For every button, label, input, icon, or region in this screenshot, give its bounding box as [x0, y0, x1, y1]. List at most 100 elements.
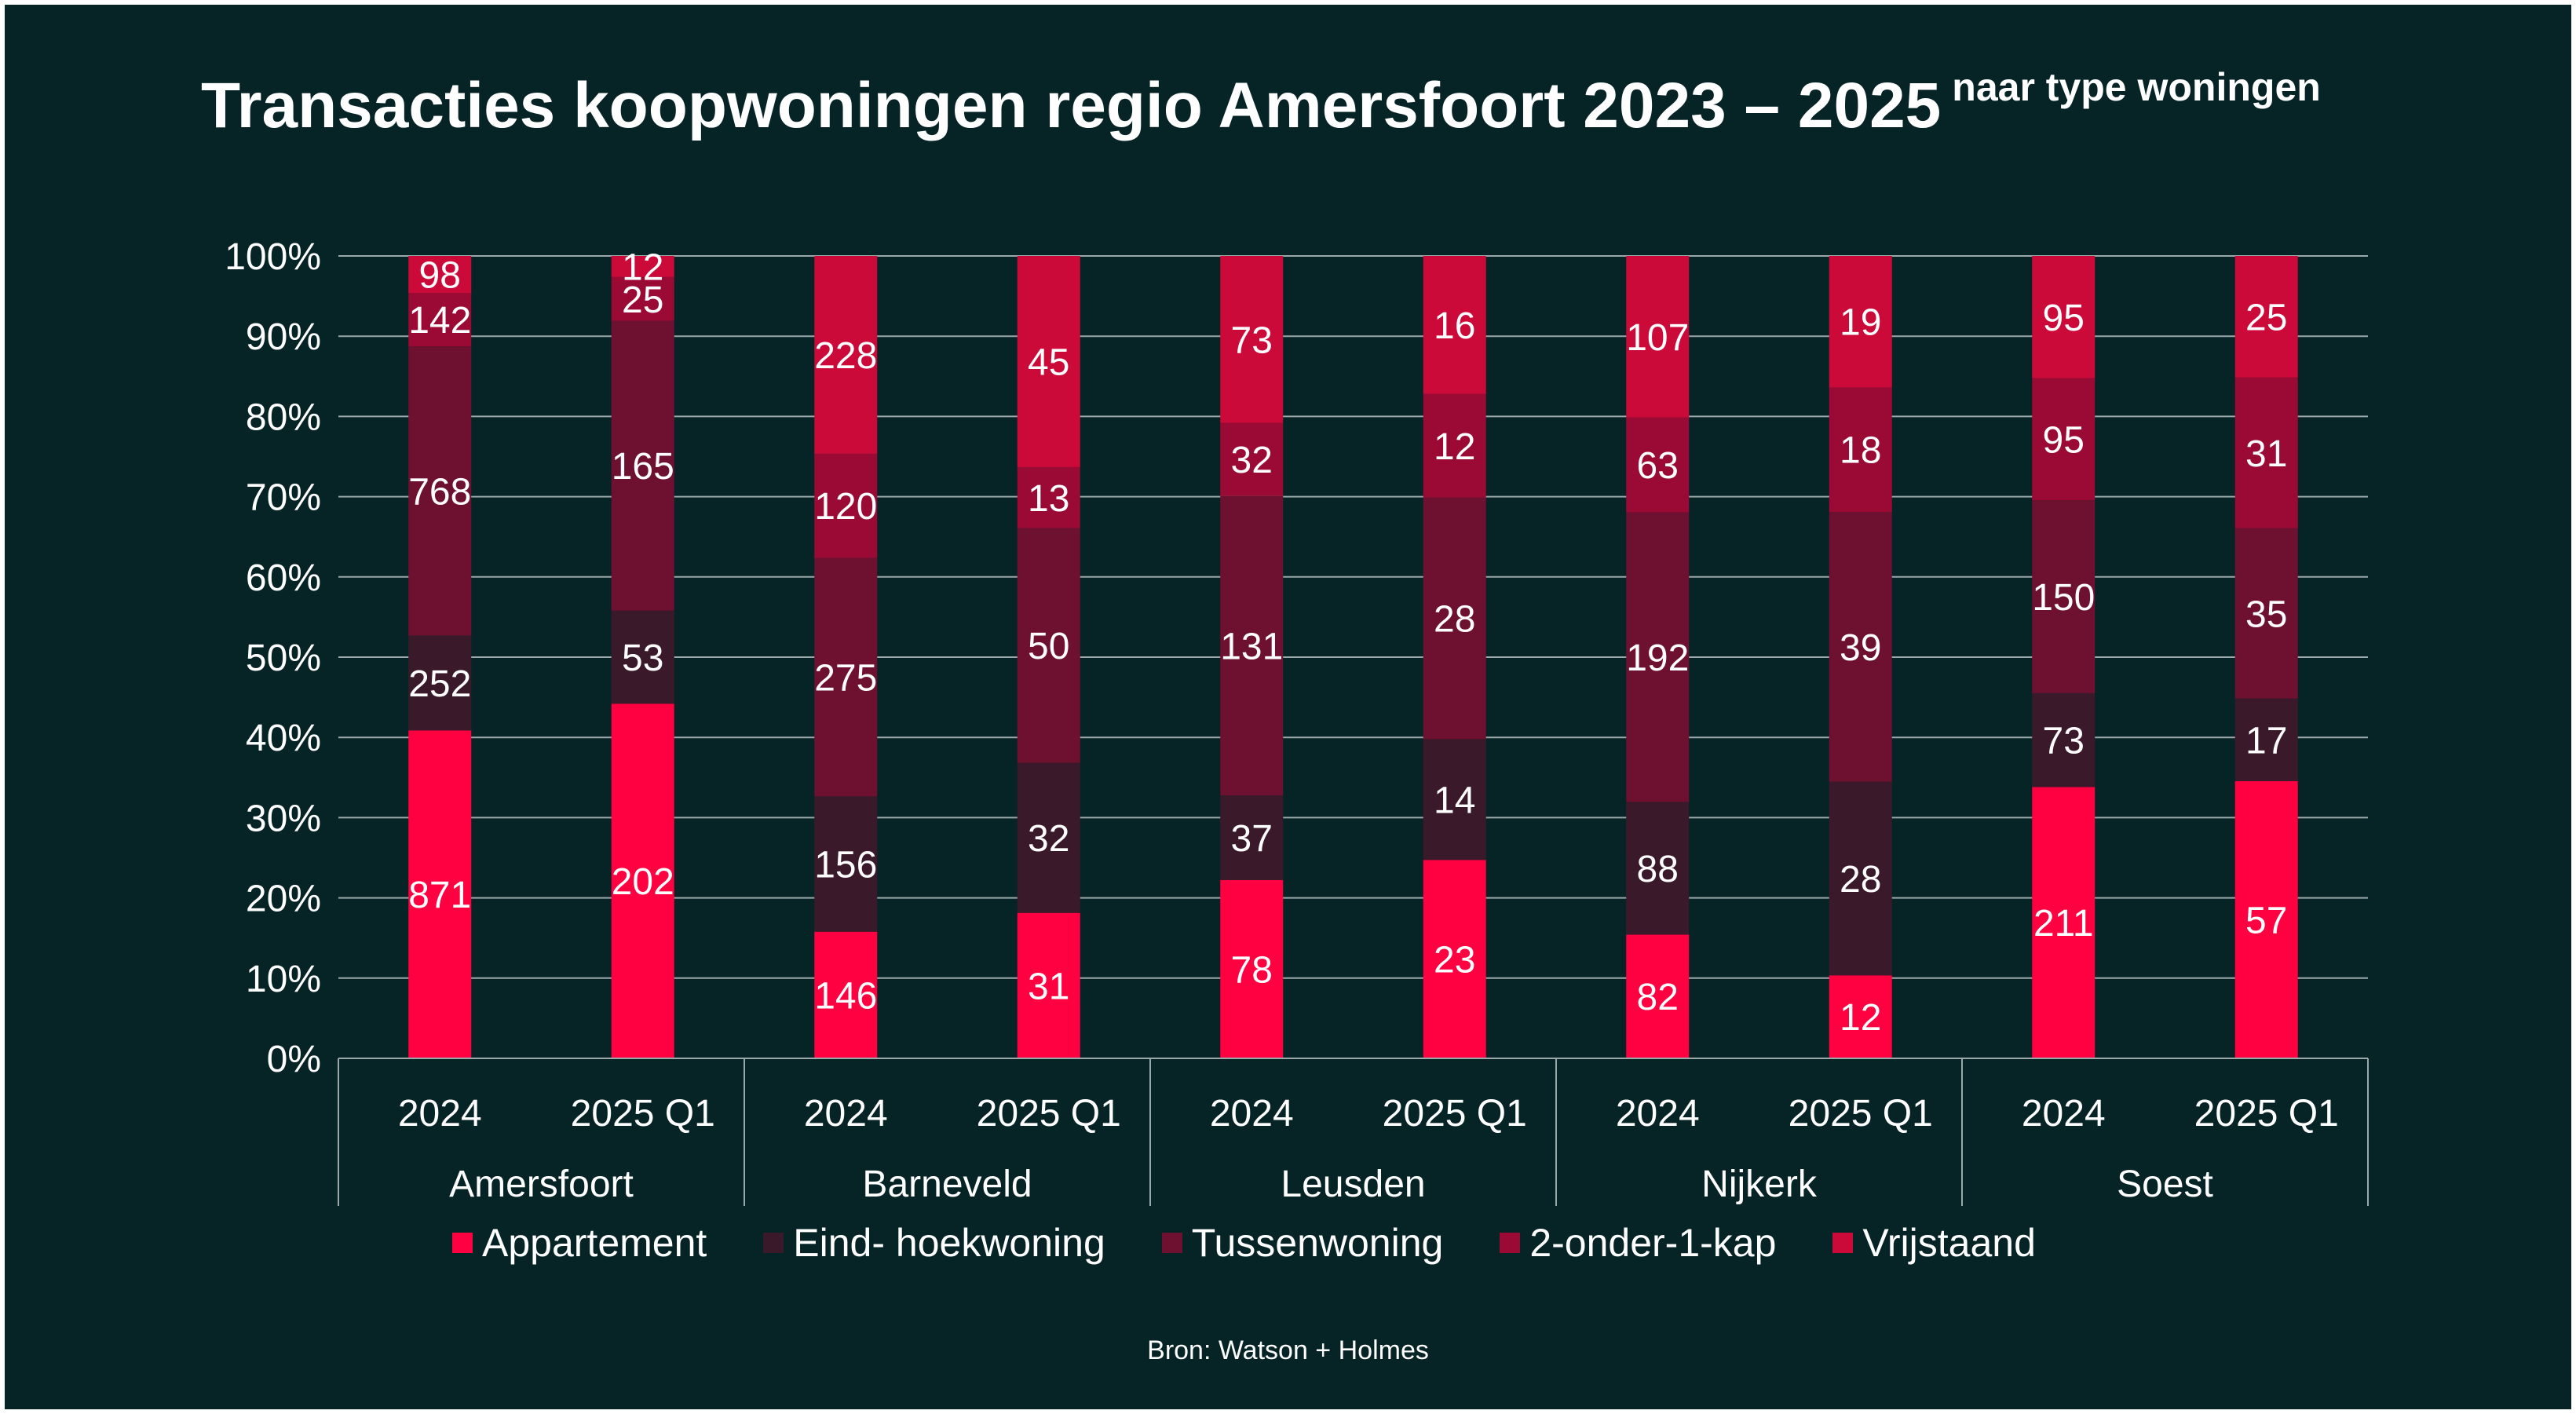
legend-item: Vrijstaand [1832, 1220, 2036, 1266]
data-label: 202 [612, 861, 674, 903]
bar-segment [1220, 422, 1284, 496]
chart-title: Transacties koopwoningen regio Amersfoor… [201, 70, 1942, 141]
bar-segment [408, 346, 472, 636]
legend-item: Eind- hoekwoning [763, 1220, 1105, 1266]
legend-item: Appartement [452, 1220, 707, 1266]
group-label: Leusden [1281, 1164, 1425, 1205]
data-label: 95 [2043, 298, 2085, 339]
x-tick-label: 2024 [2022, 1093, 2106, 1134]
bar-segment [814, 453, 878, 558]
data-label: 28 [1840, 859, 1881, 901]
data-label: 73 [1231, 320, 1273, 361]
data-label: 871 [408, 875, 471, 916]
data-label: 17 [2245, 720, 2287, 762]
x-tick-label: 2025 Q1 [977, 1093, 1121, 1134]
legend-swatch [1161, 1233, 1182, 1253]
bar-segment [408, 256, 472, 293]
data-label: 275 [814, 657, 877, 699]
legend-swatch [452, 1233, 473, 1253]
data-label: 32 [1028, 818, 1069, 860]
bar-segment [1626, 417, 1690, 513]
bar-segment [2032, 692, 2096, 787]
bar-segment [2234, 698, 2298, 781]
x-tick-label: 2024 [804, 1093, 888, 1134]
bar-segment [1423, 860, 1486, 1058]
bar-segment [1220, 495, 1284, 796]
x-tick-label: 2024 [1616, 1093, 1700, 1134]
y-tick-label: 60% [246, 557, 321, 599]
bar-segment [2032, 378, 2096, 501]
bar-segment [408, 292, 472, 347]
title-row: Transacties koopwoningen regio Amersfoor… [201, 65, 2321, 143]
bar-segment [1829, 975, 1892, 1058]
bar-segment [2032, 787, 2096, 1058]
bar-segment [1829, 387, 1892, 512]
bar-segment [1220, 256, 1284, 423]
legend-label: Tussenwoning [1191, 1221, 1444, 1265]
data-label: 12 [1840, 997, 1881, 1039]
data-label: 252 [408, 663, 471, 705]
bar-segment [1829, 511, 1892, 782]
bar-segment [814, 557, 878, 797]
data-label: 82 [1637, 977, 1679, 1018]
data-label: 13 [1028, 478, 1069, 520]
data-label: 88 [1637, 849, 1679, 890]
data-label: 63 [1637, 445, 1679, 487]
bar-segment [1017, 466, 1080, 528]
bar-segment [2032, 256, 2096, 378]
data-label: 768 [408, 471, 471, 513]
bar-segment [408, 635, 472, 731]
bar-segment [2234, 256, 2298, 378]
data-label: 150 [2032, 577, 2095, 619]
y-tick-label: 30% [246, 798, 321, 839]
y-tick-label: 40% [246, 718, 321, 759]
bar-segment [1829, 781, 1892, 976]
data-label: 12 [622, 247, 663, 288]
legend-swatch [1500, 1233, 1521, 1253]
data-label: 73 [2043, 721, 2085, 762]
legend-label: 2-onder-1-kap [1529, 1221, 1777, 1265]
legend-label: Vrijstaand [1862, 1221, 2036, 1265]
y-tick-label: 0% [267, 1039, 321, 1080]
bar-segment [611, 703, 674, 1058]
bar-segment [1423, 393, 1486, 498]
bar-segment [1017, 912, 1080, 1058]
data-label: 53 [622, 638, 663, 679]
legend-label: Appartement [482, 1221, 707, 1265]
bar-segment [2234, 377, 2298, 528]
bar-segment [1626, 512, 1690, 802]
x-tick-label: 2024 [1210, 1093, 1294, 1134]
bar-segment [2234, 780, 2298, 1058]
data-label: 31 [1028, 966, 1069, 1007]
x-tick-label: 2025 Q1 [1383, 1093, 1527, 1134]
data-label: 95 [2043, 419, 2085, 461]
bar-segment [611, 256, 674, 277]
data-label: 37 [1231, 818, 1273, 860]
data-label: 12 [1434, 426, 1475, 468]
data-label: 35 [2245, 594, 2287, 635]
data-label: 211 [2033, 903, 2094, 944]
bar-segment [611, 320, 674, 611]
group-label: Soest [2117, 1164, 2213, 1205]
slide: Transacties koopwoningen regio Amersfoor… [5, 5, 2571, 1409]
bar-segment [1017, 528, 1080, 763]
y-tick-label: 70% [246, 477, 321, 519]
legend-label: Eind- hoekwoning [793, 1221, 1105, 1265]
stacked-bar-chart: 0%10%20%30%40%50%60%70%80%90%100%8712527… [225, 236, 2369, 1206]
bar-segment [1423, 739, 1486, 860]
bar-segment [1626, 802, 1690, 935]
chart-subtitle: naar type woningen [1952, 65, 2321, 109]
bar-segment [2234, 528, 2298, 699]
data-label: 25 [2245, 297, 2287, 338]
y-tick-label: 50% [246, 638, 321, 679]
bar-segment [1220, 795, 1284, 880]
data-label: 19 [1840, 302, 1881, 344]
group-label: Amersfoort [449, 1164, 634, 1205]
data-label: 14 [1434, 780, 1475, 821]
legend: Appartement Eind- hoekwoning Tussenwoning 2… [452, 1218, 2036, 1268]
bar-segment [1017, 762, 1080, 913]
bar-segment [814, 796, 878, 932]
y-tick-label: 80% [246, 396, 321, 438]
bar-segment [1829, 256, 1892, 388]
legend-swatch [763, 1233, 784, 1253]
